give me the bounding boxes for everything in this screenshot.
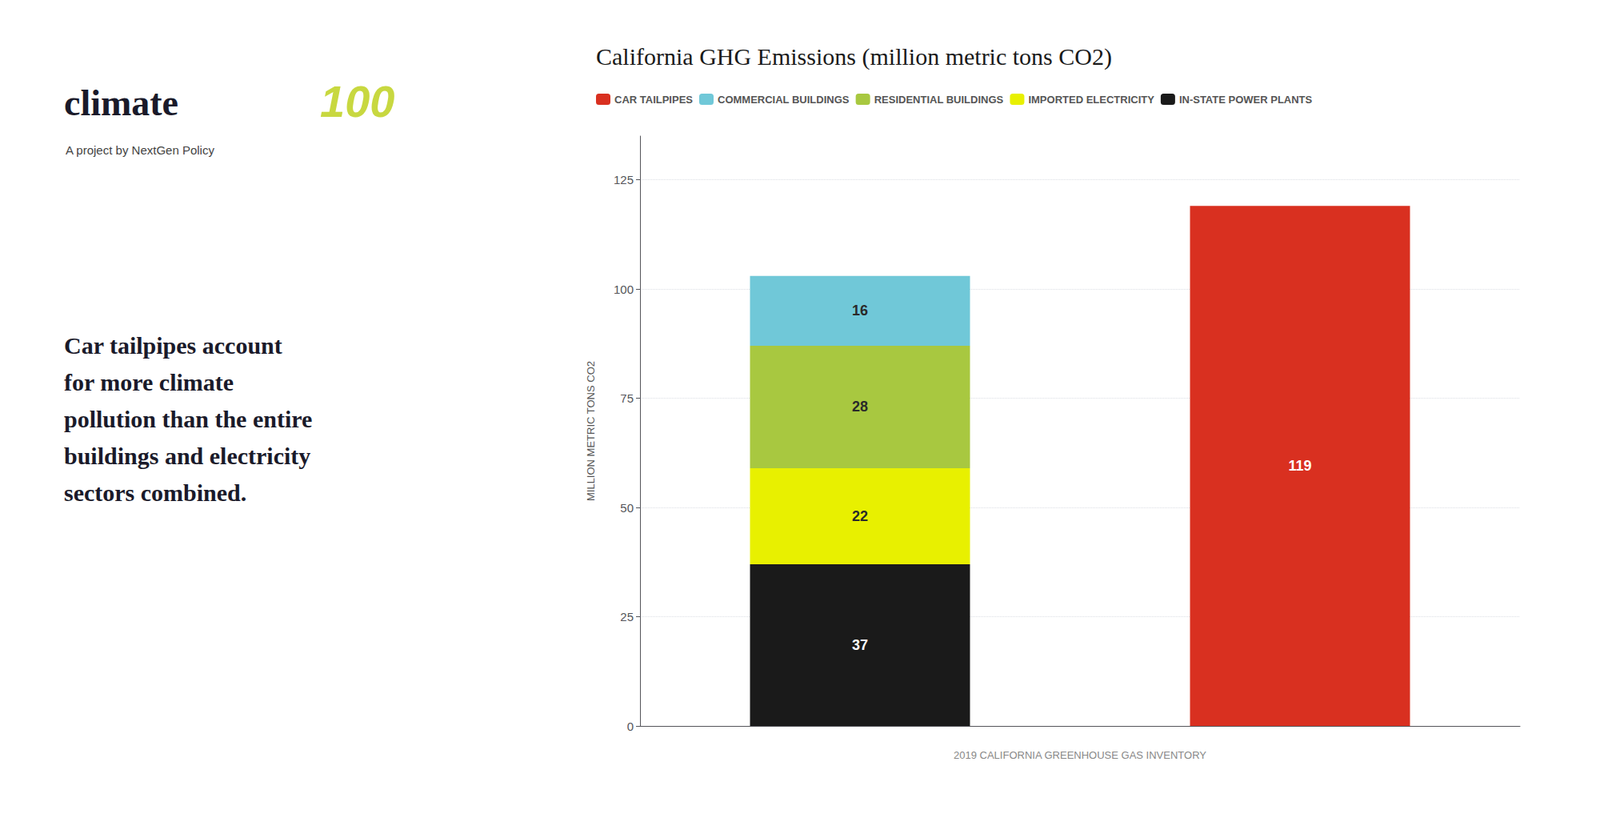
svg-text:IN-STATE POWER PLANTS: IN-STATE POWER PLANTS [1179,93,1313,106]
svg-text:for more climate: for more climate [64,368,234,396]
svg-text:COMMERCIAL BUILDINGS: COMMERCIAL BUILDINGS [717,93,850,106]
svg-text:125: 125 [613,172,634,187]
svg-text:sectors combined.: sectors combined. [64,479,247,506]
svg-text:50: 50 [620,500,634,515]
svg-text:CAR TAILPIPES: CAR TAILPIPES [614,93,693,106]
svg-text:A project by NextGen Policy: A project by NextGen Policy [65,143,215,157]
svg-text:16: 16 [852,302,868,319]
svg-text:MILLION METRIC TONS CO2: MILLION METRIC TONS CO2 [584,360,597,501]
svg-text:37: 37 [852,636,868,653]
svg-text:pollution than the entire: pollution than the entire [64,405,312,432]
svg-text:100: 100 [320,76,395,127]
svg-text:0: 0 [627,719,634,733]
svg-text:119: 119 [1288,457,1312,474]
svg-text:IMPORTED ELECTRICITY: IMPORTED ELECTRICITY [1028,93,1155,106]
svg-text:Car tailpipes account: Car tailpipes account [64,332,283,359]
svg-text:RESIDENTIAL BUILDINGS: RESIDENTIAL BUILDINGS [874,93,1004,106]
svg-text:25: 25 [620,609,634,624]
svg-text:75: 75 [620,391,634,405]
svg-text:climate: climate [64,82,179,124]
svg-text:22: 22 [852,508,868,524]
svg-text:buildings and electricity: buildings and electricity [64,442,311,469]
svg-text:100: 100 [613,282,634,296]
svg-text:2019 CALIFORNIA GREENHOUSE GAS: 2019 CALIFORNIA GREENHOUSE GAS INVENTORY [953,748,1207,761]
svg-text:28: 28 [852,398,868,415]
svg-text:California GHG Emissions (mill: California GHG Emissions (million metric… [596,43,1112,71]
